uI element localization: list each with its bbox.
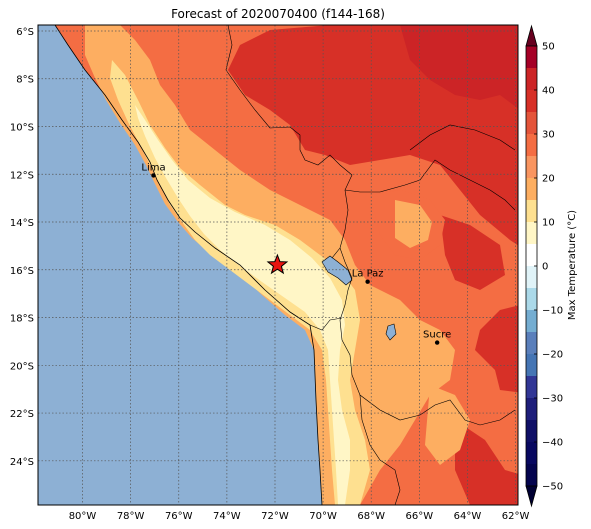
- longitude-tick-label: 76°W: [165, 511, 193, 522]
- colorbar-tick-label: 50: [542, 42, 555, 53]
- colorbar-swatch: [526, 156, 537, 179]
- longitude-tick-label: 72°W: [261, 511, 289, 522]
- colorbar-swatch: [526, 288, 537, 311]
- hot-region-east: [475, 305, 518, 393]
- longitude-tick-label: 74°W: [213, 511, 241, 522]
- latitude-tick-label: 14°S: [10, 218, 34, 229]
- colorbar-tick-label: 0: [542, 262, 548, 273]
- latitude-tick-label: 24°S: [10, 457, 34, 468]
- colorbar-swatch: [526, 112, 537, 135]
- latitude-tick-label: 6°S: [16, 27, 34, 38]
- colorbar-tick-label: −10: [542, 306, 563, 317]
- longitude-tick-label: 62°W: [502, 511, 530, 522]
- colorbar-swatch: [526, 178, 537, 201]
- longitude-tick-label: 66°W: [406, 511, 434, 522]
- latitude-tick-label: 12°S: [10, 170, 34, 181]
- longitude-labels: 80°W 78°W 76°W 74°W 72°W 70°W 68°W 66°W 64°W 62°W: [69, 511, 530, 522]
- city-label: La Paz: [352, 269, 384, 280]
- city-dot: [365, 279, 370, 284]
- longitude-tick-label: 78°W: [117, 511, 145, 522]
- city-label: Lima: [141, 162, 165, 173]
- colorbar-tick-label: −40: [542, 438, 563, 449]
- colorbar-tick-label: 30: [542, 130, 555, 141]
- colorbar-swatch: [526, 200, 537, 223]
- longitude-tick-label: 64°W: [454, 511, 482, 522]
- lake-titicaca: [321, 255, 353, 286]
- colorbar-min-arrow: [525, 485, 538, 508]
- city-dot: [434, 340, 440, 345]
- longitude-tick-label: 80°W: [69, 511, 97, 522]
- colorbar-swatch: [526, 398, 537, 421]
- latitude-labels: 6°S 8°S 10°S 12°S 14°S 16°S 18°S 20°S 22°S 24°S: [10, 27, 34, 468]
- hottest-core: [400, 25, 518, 109]
- graticule: [38, 25, 518, 505]
- colorbar-swatch: [526, 46, 537, 69]
- hot-region-south-east: [455, 420, 518, 505]
- forecast-location-star-marker: [266, 253, 289, 275]
- lake-poopo: [385, 323, 397, 341]
- hot-region-mid: [440, 215, 505, 290]
- colorbar-tick-label: 40: [542, 86, 555, 97]
- city-markers: Lima La Paz Sucre: [141, 162, 451, 345]
- colorbar-swatch: [526, 310, 537, 333]
- colorbar-tick-label: −50: [542, 482, 563, 493]
- latitude-tick-label: 22°S: [10, 409, 34, 420]
- city-label: Sucre: [423, 330, 451, 341]
- latitude-tick-label: 18°S: [10, 314, 34, 325]
- longitude-tick-label: 68°W: [357, 511, 385, 522]
- latitude-tick-label: 20°S: [10, 361, 34, 372]
- colorbar-swatch: [526, 222, 537, 245]
- country-borders: [225, 25, 516, 505]
- colorbar-swatch: [526, 376, 537, 399]
- city-dot: [151, 173, 156, 178]
- coastline: [54, 25, 323, 505]
- inland-patch-2: [395, 200, 432, 248]
- colorbar-tick-label: 10: [542, 218, 555, 229]
- map-area: [38, 25, 518, 505]
- colorbar-swatch: [526, 354, 537, 377]
- colorbar-swatch: [526, 90, 537, 113]
- latitude-tick-label: 10°S: [10, 122, 34, 133]
- latitude-tick-label: 8°S: [16, 75, 34, 86]
- colorbar-swatch: [526, 134, 537, 157]
- latitude-tick-label: 16°S: [10, 266, 34, 277]
- colorbar-swatch: [526, 266, 537, 289]
- colorbar-tick-label: 20: [542, 174, 555, 185]
- colorbar-swatch: [526, 420, 537, 443]
- colorbar: [525, 24, 538, 508]
- colorbar-ticks: 50 40 30 20 10 0 −10 −20 −30 −40 −50: [534, 42, 563, 493]
- map-frame: [37, 24, 519, 506]
- colorbar-tick-label: −30: [542, 394, 563, 405]
- colorbar-swatch: [526, 442, 537, 465]
- longitude-tick-label: 70°W: [309, 511, 337, 522]
- altiplano-band: [135, 105, 350, 505]
- colorbar-swatch: [526, 68, 537, 91]
- inland-patch-3: [425, 385, 470, 465]
- map-title: Forecast of 2020070400 (f144-168): [171, 7, 385, 21]
- colorbar-max-arrow: [525, 24, 538, 47]
- colorbar-swatch: [526, 332, 537, 355]
- colorbar-swatch: [526, 244, 537, 267]
- colorbar-swatch: [526, 464, 537, 487]
- colorbar-label: Max Temperature (°C): [567, 210, 578, 320]
- colorbar-tick-label: −20: [542, 350, 563, 361]
